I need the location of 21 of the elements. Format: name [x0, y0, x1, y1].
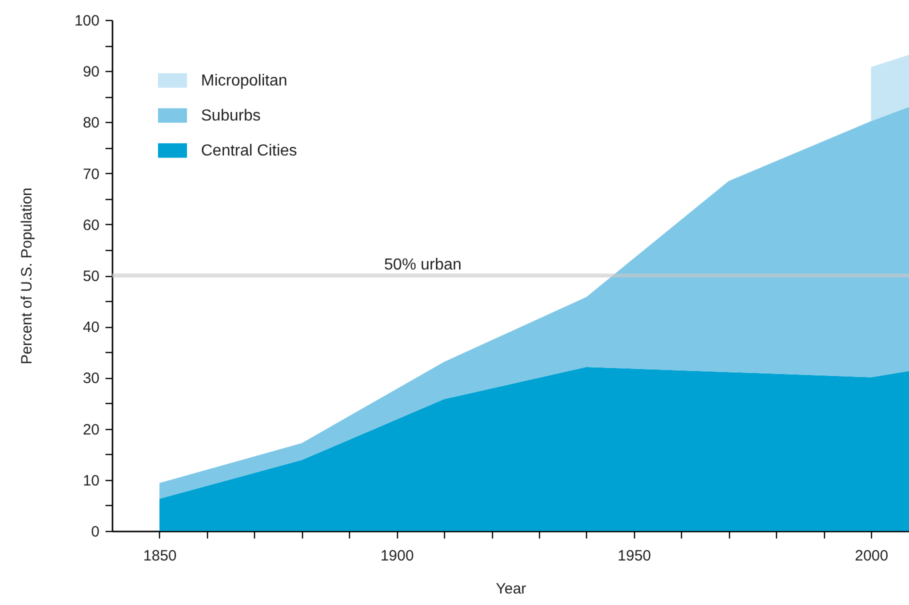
y-tick-label: 90: [82, 64, 100, 81]
y-axis-title: Percent of U.S. Population: [18, 188, 36, 364]
legend-label: Central Cities: [201, 142, 298, 160]
x-axis-title: Year: [496, 580, 526, 598]
x-tick-label: 2000: [854, 548, 888, 564]
x-tick-label: 1850: [143, 548, 177, 564]
y-tick-label: 30: [82, 370, 100, 388]
y-tick-label: 50: [82, 268, 100, 285]
ref-line-label: 50% urban: [384, 256, 462, 274]
x-tick-label: 1900: [380, 548, 414, 564]
y-tick-label: 70: [82, 166, 100, 183]
legend-label: Micropolitan: [201, 72, 288, 90]
legend-label: Suburbs: [201, 108, 261, 124]
y-tick-label: 100: [74, 12, 100, 30]
y-tick-label: 10: [82, 472, 100, 490]
y-tick-label: 60: [82, 216, 100, 234]
x-tick-label: 1950: [618, 548, 652, 564]
y-tick-label: 0: [91, 524, 100, 540]
y-tick-label: 20: [82, 421, 100, 438]
y-tick-label: 40: [82, 319, 100, 336]
y-tick-label: 80: [82, 114, 100, 132]
